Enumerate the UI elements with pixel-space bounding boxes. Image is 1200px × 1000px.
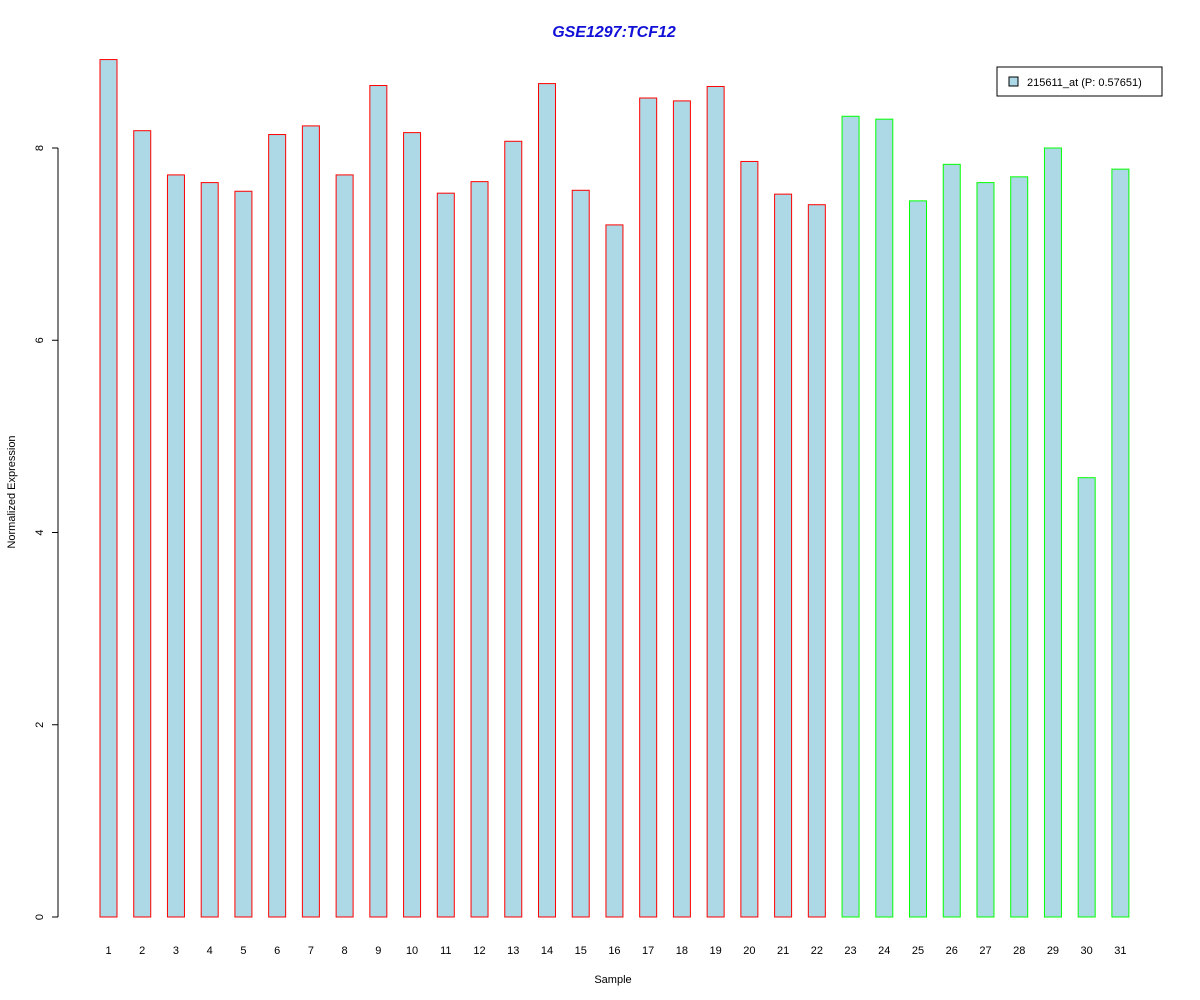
x-tick-label: 16 [608, 945, 620, 957]
bar-sample-3 [166, 174, 185, 918]
bar-sample-21 [774, 193, 793, 918]
x-tick-label: 22 [811, 945, 823, 957]
bar-sample-25 [909, 200, 928, 918]
bar-sample-11 [436, 192, 455, 918]
x-tick-label: 9 [375, 945, 381, 957]
y-tick-label: 8 [34, 145, 46, 151]
x-tick-label: 20 [743, 945, 755, 957]
x-tick-label: 3 [173, 945, 179, 957]
x-tick-label: 5 [240, 945, 246, 957]
x-tick-label: 31 [1114, 945, 1126, 957]
bar-sample-24 [875, 118, 894, 918]
y-axis: 0 2 4 6 8 [34, 145, 59, 920]
x-tick-label: 15 [575, 945, 587, 957]
bar-sample-19 [706, 85, 725, 918]
bar-sample-2 [133, 130, 152, 918]
bar-sample-23 [841, 115, 860, 918]
x-tick-label: 14 [541, 945, 553, 957]
bar-sample-26 [942, 163, 961, 918]
bar-sample-7 [301, 125, 320, 918]
bar-sample-22 [807, 204, 826, 918]
legend: 215611_at (P: 0.57651) [996, 66, 1163, 97]
x-tick-label: 6 [274, 945, 280, 957]
bar-sample-1 [99, 59, 118, 918]
x-tick-label: 10 [406, 945, 418, 957]
y-tick-label: 2 [34, 722, 46, 728]
x-tick-label: 17 [642, 945, 654, 957]
x-tick-labels: 1 2 3 4 5 6 7 8 9 10 11 12 13 14 15 16 17 18 19 20 21 22 23 24 2… [105, 945, 1126, 957]
x-tick-label: 27 [979, 945, 991, 957]
x-tick-label: 28 [1013, 945, 1025, 957]
x-tick-label: 12 [473, 945, 485, 957]
x-tick-label: 23 [844, 945, 856, 957]
bar-sample-31 [1111, 168, 1130, 918]
bar-sample-29 [1043, 147, 1062, 918]
bar-sample-4 [200, 182, 219, 918]
x-axis-label: Sample [594, 974, 631, 986]
y-tick-label: 0 [34, 914, 46, 920]
legend-swatch [1008, 76, 1019, 87]
bar-sample-20 [740, 160, 759, 918]
legend-box [996, 66, 1163, 97]
bar-sample-8 [335, 174, 354, 918]
x-tick-label: 4 [207, 945, 213, 957]
bar-sample-28 [1010, 176, 1029, 918]
x-tick-label: 8 [342, 945, 348, 957]
bar-sample-12 [470, 181, 489, 918]
bar-sample-5 [234, 190, 253, 918]
bar-sample-10 [403, 132, 422, 918]
bar-sample-14 [537, 83, 556, 918]
bar-sample-30 [1077, 477, 1096, 918]
bar-sample-27 [976, 182, 995, 918]
x-tick-label: 13 [507, 945, 519, 957]
chart-title: GSE1297:TCF12 [552, 24, 676, 41]
x-tick-label: 26 [946, 945, 958, 957]
y-axis-label: Normalized Expression [6, 435, 18, 548]
bar-sample-17 [639, 97, 658, 918]
x-tick-label: 1 [105, 945, 111, 957]
bar-sample-13 [504, 140, 523, 918]
bar-sample-6 [268, 134, 287, 918]
bar-sample-16 [605, 224, 624, 918]
bar-sample-18 [672, 100, 691, 918]
y-tick-label: 4 [34, 529, 46, 535]
x-tick-label: 19 [710, 945, 722, 957]
x-tick-label: 7 [308, 945, 314, 957]
legend-label: 215611_at (P: 0.57651) [1027, 77, 1142, 89]
x-tick-label: 29 [1047, 945, 1059, 957]
x-tick-label: 11 [440, 945, 451, 957]
x-tick-label: 18 [676, 945, 688, 957]
x-tick-label: 24 [878, 945, 890, 957]
x-tick-label: 30 [1081, 945, 1093, 957]
x-tick-label: 21 [777, 945, 789, 957]
x-tick-label: 25 [912, 945, 924, 957]
y-tick-label: 6 [34, 337, 46, 343]
bar-sample-15 [571, 189, 590, 918]
bars [99, 59, 1130, 918]
bar-sample-9 [369, 85, 388, 918]
x-tick-label: 2 [139, 945, 145, 957]
